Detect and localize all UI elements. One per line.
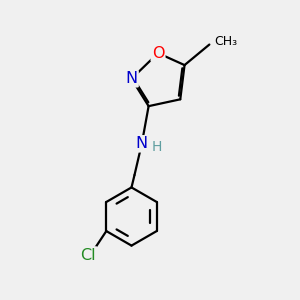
- Text: H: H: [151, 140, 162, 154]
- Text: N: N: [136, 136, 148, 151]
- Text: O: O: [152, 46, 164, 61]
- Text: Cl: Cl: [80, 248, 96, 262]
- Text: CH₃: CH₃: [214, 34, 238, 48]
- Text: N: N: [125, 71, 138, 86]
